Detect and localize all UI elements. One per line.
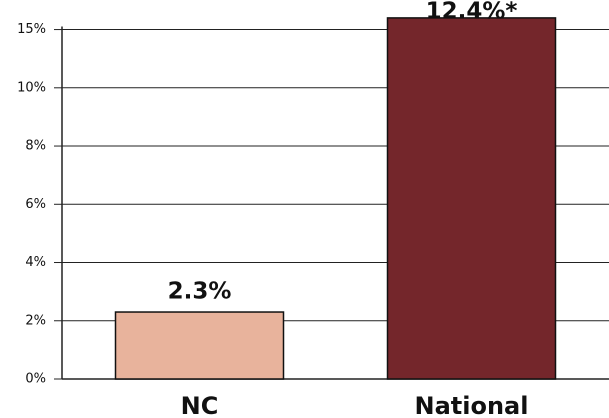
y-tick-label: 10% — [17, 80, 46, 95]
x-tick-label: NC — [181, 392, 219, 418]
y-tick-label: 2% — [25, 313, 46, 328]
y-tick-label: 6% — [25, 197, 46, 212]
value-label: 12.4%* — [426, 0, 518, 25]
value-label: 2.3% — [168, 279, 232, 305]
x-tick-label: National — [415, 392, 529, 418]
bar — [386, 17, 557, 380]
y-tick-label: 0% — [25, 372, 46, 387]
bar — [114, 311, 285, 380]
y-tick-label: 8% — [25, 139, 46, 154]
y-tick-label: 4% — [25, 255, 46, 270]
y-tick-label: 15% — [17, 22, 46, 37]
